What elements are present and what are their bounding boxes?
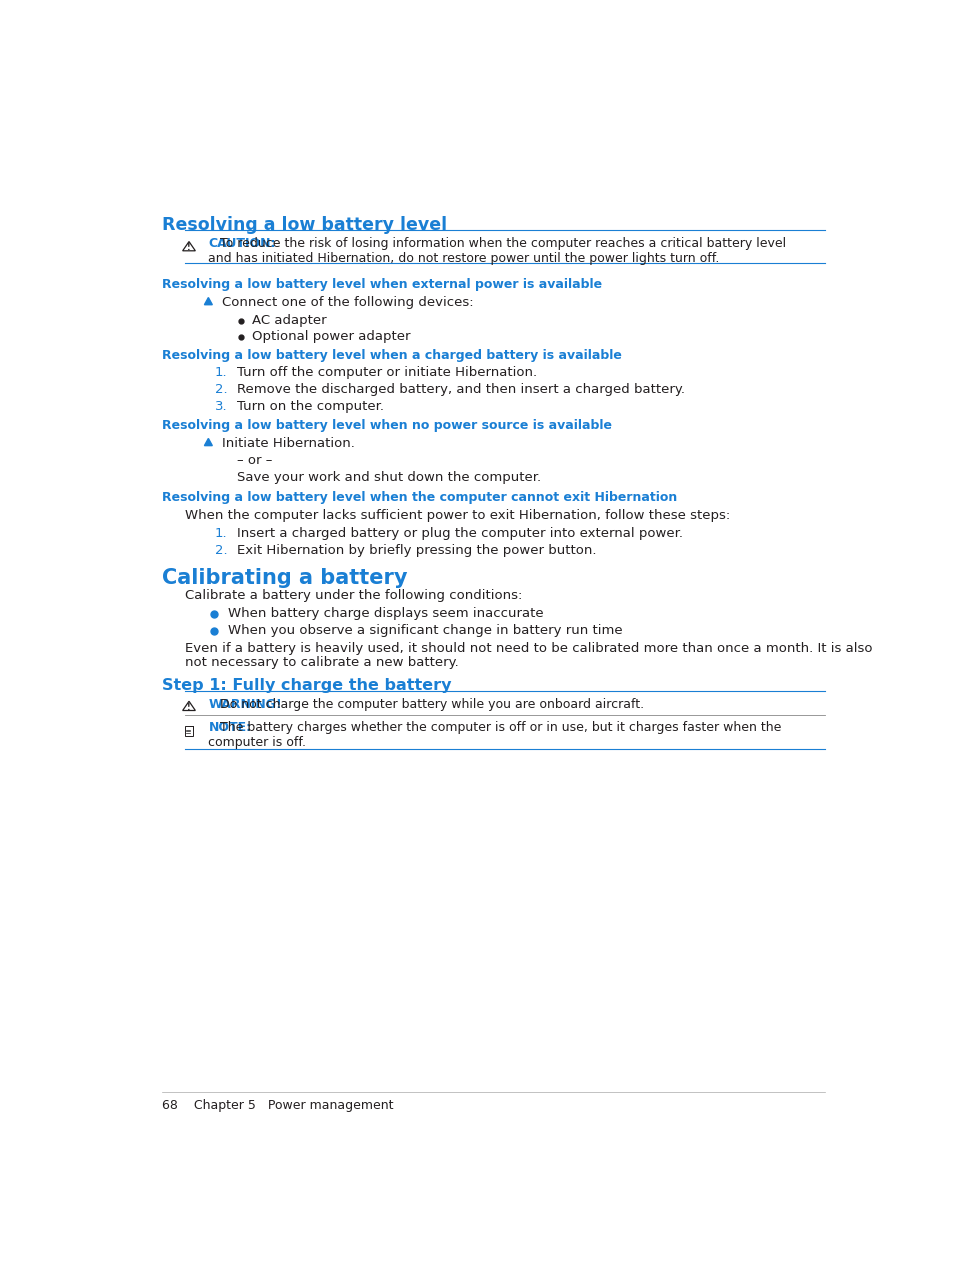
Text: Calibrating a battery: Calibrating a battery	[162, 568, 407, 588]
Text: To reduce the risk of losing information when the computer reaches a critical ba: To reduce the risk of losing information…	[208, 237, 785, 250]
Text: WARNING!: WARNING!	[208, 698, 282, 711]
Text: computer is off.: computer is off.	[208, 737, 306, 749]
Polygon shape	[204, 297, 213, 305]
Text: The battery charges whether the computer is off or in use, but it charges faster: The battery charges whether the computer…	[208, 721, 781, 734]
Text: !: !	[187, 244, 191, 253]
Text: Resolving a low battery level when the computer cannot exit Hibernation: Resolving a low battery level when the c…	[162, 491, 677, 504]
Text: and has initiated Hibernation, do not restore power until the power lights turn : and has initiated Hibernation, do not re…	[208, 251, 719, 264]
Text: !: !	[187, 702, 191, 712]
Text: 68    Chapter 5   Power management: 68 Chapter 5 Power management	[162, 1100, 393, 1113]
Text: 2.: 2.	[214, 544, 227, 556]
Text: Resolving a low battery level when a charged battery is available: Resolving a low battery level when a cha…	[162, 349, 621, 362]
Text: Initiate Hibernation.: Initiate Hibernation.	[222, 437, 355, 450]
Text: Resolving a low battery level when external power is available: Resolving a low battery level when exter…	[162, 278, 601, 291]
Text: Calibrate a battery under the following conditions:: Calibrate a battery under the following …	[185, 589, 522, 602]
Text: Exit Hibernation by briefly pressing the power button.: Exit Hibernation by briefly pressing the…	[236, 544, 596, 556]
Text: Optional power adapter: Optional power adapter	[252, 330, 410, 343]
Text: Step 1: Fully charge the battery: Step 1: Fully charge the battery	[162, 678, 451, 693]
Text: not necessary to calibrate a new battery.: not necessary to calibrate a new battery…	[185, 657, 458, 669]
Text: Resolving a low battery level when no power source is available: Resolving a low battery level when no po…	[162, 419, 611, 432]
Text: When the computer lacks sufficient power to exit Hibernation, follow these steps: When the computer lacks sufficient power…	[185, 509, 730, 522]
Text: When battery charge displays seem inaccurate: When battery charge displays seem inaccu…	[228, 607, 543, 620]
Text: Insert a charged battery or plug the computer into external power.: Insert a charged battery or plug the com…	[236, 527, 682, 540]
Text: Do not charge the computer battery while you are onboard aircraft.: Do not charge the computer battery while…	[208, 698, 644, 711]
Text: Turn on the computer.: Turn on the computer.	[236, 400, 384, 413]
Text: Turn off the computer or initiate Hibernation.: Turn off the computer or initiate Hibern…	[236, 367, 537, 380]
Text: CAUTION:: CAUTION:	[208, 237, 275, 250]
Polygon shape	[204, 438, 213, 446]
Text: Save your work and shut down the computer.: Save your work and shut down the compute…	[236, 471, 540, 484]
Text: – or –: – or –	[236, 455, 273, 467]
Text: Connect one of the following devices:: Connect one of the following devices:	[222, 296, 474, 309]
Text: 3.: 3.	[214, 400, 227, 413]
Text: Even if a battery is heavily used, it should not need to be calibrated more than: Even if a battery is heavily used, it sh…	[185, 643, 872, 655]
Text: AC adapter: AC adapter	[252, 314, 326, 328]
Text: 2.: 2.	[214, 384, 227, 396]
Text: Remove the discharged battery, and then insert a charged battery.: Remove the discharged battery, and then …	[236, 384, 684, 396]
Text: When you observe a significant change in battery run time: When you observe a significant change in…	[228, 624, 621, 636]
Text: 1.: 1.	[214, 367, 227, 380]
Text: NOTE:: NOTE:	[208, 721, 252, 734]
Text: Resolving a low battery level: Resolving a low battery level	[162, 216, 447, 234]
Text: 1.: 1.	[214, 527, 227, 540]
